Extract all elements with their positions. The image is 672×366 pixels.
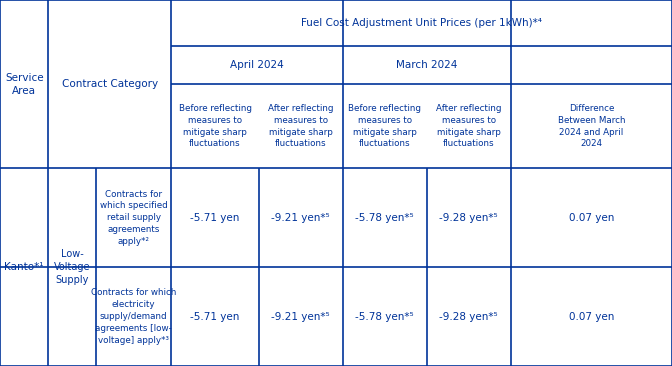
- Text: -9.28 yen*⁵: -9.28 yen*⁵: [439, 213, 498, 223]
- Text: -9.21 yen*⁵: -9.21 yen*⁵: [271, 213, 330, 223]
- Text: Fuel Cost Adjustment Unit Prices (per 1kWh)*⁴: Fuel Cost Adjustment Unit Prices (per 1k…: [301, 18, 542, 28]
- Text: Contracts for
which specified
retail supply
agreements
apply*²: Contracts for which specified retail sup…: [100, 190, 167, 246]
- Text: Before reflecting
measures to
mitigate sharp
fluctuations: Before reflecting measures to mitigate s…: [348, 104, 421, 149]
- Text: After reflecting
measures to
mitigate sharp
fluctuations: After reflecting measures to mitigate sh…: [436, 104, 501, 149]
- Text: -5.78 yen*⁵: -5.78 yen*⁵: [355, 311, 414, 322]
- Text: 0.07 yen: 0.07 yen: [569, 213, 614, 223]
- Text: March 2024: March 2024: [396, 60, 458, 70]
- Text: Before reflecting
measures to
mitigate sharp
fluctuations: Before reflecting measures to mitigate s…: [179, 104, 251, 149]
- Text: Service
Area: Service Area: [5, 72, 44, 96]
- Text: Low-
Voltage
Supply: Low- Voltage Supply: [54, 249, 91, 285]
- Text: April 2024: April 2024: [230, 60, 284, 70]
- Text: Contract Category: Contract Category: [62, 79, 158, 89]
- Text: -9.28 yen*⁵: -9.28 yen*⁵: [439, 311, 498, 322]
- Text: Contracts for which
electricity
supply/demand
agreements [low-
voltage] apply*³: Contracts for which electricity supply/d…: [91, 288, 177, 345]
- Text: After reflecting
measures to
mitigate sharp
fluctuations: After reflecting measures to mitigate sh…: [268, 104, 333, 149]
- Text: -5.71 yen: -5.71 yen: [190, 311, 240, 322]
- Text: Difference
Between March
2024 and April
2024: Difference Between March 2024 and April …: [558, 104, 625, 149]
- Text: -5.71 yen: -5.71 yen: [190, 213, 240, 223]
- Text: -5.78 yen*⁵: -5.78 yen*⁵: [355, 213, 414, 223]
- Text: 0.07 yen: 0.07 yen: [569, 311, 614, 322]
- Text: Kanto*¹: Kanto*¹: [5, 262, 44, 272]
- Text: -9.21 yen*⁵: -9.21 yen*⁵: [271, 311, 330, 322]
